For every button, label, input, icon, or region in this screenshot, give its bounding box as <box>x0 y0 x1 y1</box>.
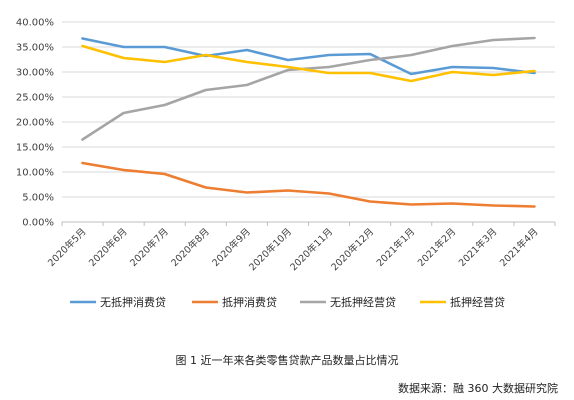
legend-label: 抵押消费贷 <box>222 295 277 309</box>
data-source-note: 数据来源：融 360 大数据研究院 <box>398 382 558 395</box>
series-line-2 <box>81 161 536 208</box>
series-line-4 <box>81 44 536 83</box>
x-tick-label: 2020年11月 <box>288 226 336 274</box>
x-axis-tick-labels: 2020年5月2020年6月2020年7月2020年8月2020年9月2020年… <box>45 226 540 274</box>
x-tick-label: 2021年3月 <box>456 226 499 269</box>
y-tick-label: 40.00% <box>16 18 54 29</box>
x-tick-label: 2021年1月 <box>374 226 417 269</box>
y-tick-label: 0.00% <box>22 218 54 229</box>
x-tick-label: 2020年8月 <box>169 226 212 269</box>
x-tick-label: 2020年5月 <box>45 226 88 269</box>
y-tick-label: 35.00% <box>16 43 54 54</box>
legend-label: 无抵押经营贷 <box>330 295 396 309</box>
x-tick-label: 2020年7月 <box>128 226 171 269</box>
legend-label: 抵押经营贷 <box>450 295 505 309</box>
x-tick-label: 2020年12月 <box>329 226 377 274</box>
legend: 无抵押消费贷 抵押消费贷 无抵押经营贷 抵押经营贷 <box>70 295 505 309</box>
y-tick-label: 30.00% <box>16 68 54 79</box>
x-tick-label: 2020年9月 <box>210 226 253 269</box>
y-tick-label: 15.00% <box>16 143 54 154</box>
series-line-3 <box>81 36 536 141</box>
x-tick-label: 2021年4月 <box>497 226 540 269</box>
figure-caption: 图 1 近一年来各类零售贷款产品数量占比情况 <box>175 354 399 367</box>
legend-label: 无抵押消费贷 <box>100 295 166 309</box>
y-tick-label: 25.00% <box>16 93 54 104</box>
series-line-1 <box>81 37 536 76</box>
y-tick-label: 5.00% <box>22 193 54 204</box>
y-tick-label: 10.00% <box>16 168 54 179</box>
y-axis-tick-labels: 0.00% 5.00% 10.00% 15.00% 20.00% 25.00% 30.00%… <box>16 18 54 229</box>
x-tick-label: 2020年10月 <box>247 226 295 274</box>
x-tick-label: 2021年2月 <box>415 226 458 269</box>
series-lines <box>81 36 536 208</box>
y-tick-label: 20.00% <box>16 118 54 129</box>
x-tick-label: 2020年6月 <box>86 226 129 269</box>
grid-lines <box>61 21 556 226</box>
